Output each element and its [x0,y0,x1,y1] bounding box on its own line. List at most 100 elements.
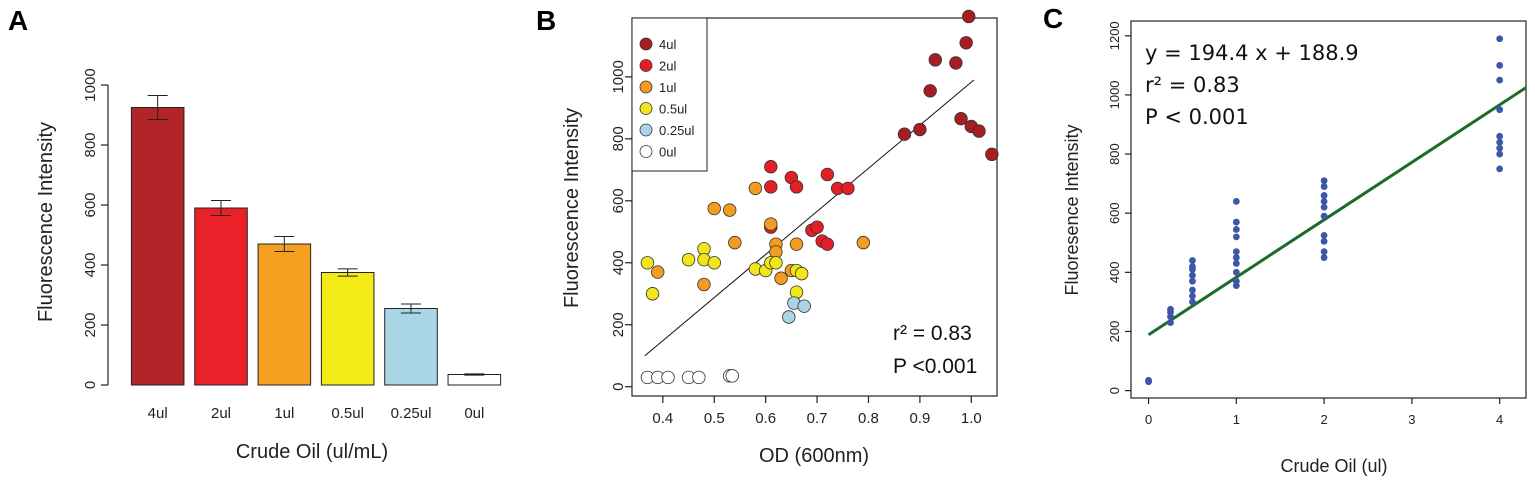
panel-c-point [1320,248,1328,256]
panel-b-points [640,9,999,385]
panel-c-point [1232,226,1240,233]
panel-c-point [1145,378,1152,386]
panel-c-point [1496,165,1504,173]
panel-c-point [1496,150,1504,158]
panel-b-axes: 0 200 400 600 800 1000 0.4 0.5 0.6 0.7 0.8 0.9 1.0 [610,60,982,427]
panel-a-y-tick-label: 1000 [82,68,99,101]
panel-c-point [1496,138,1504,146]
panel-c-point [1320,237,1328,245]
panel-a-bar [194,207,248,386]
panel-c-y-tick-label: 400 [1107,261,1122,283]
panel-b-point-1ul [722,203,737,217]
panel-b-point-4ul [954,111,968,126]
panel-b-point-0-5ul [707,256,721,270]
panel-a-y-axis-label: Fluorescence Intensity [35,122,57,322]
panel-b-legend-label: 1ul [659,80,676,95]
panel-a-letter: A [8,5,28,36]
panel-b-point-4ul [959,36,973,50]
panel-b-y-tick-label: 400 [610,250,627,275]
panel-a-category-label: 1ul [274,405,294,422]
panel-b-legend-label: 0ul [659,145,676,160]
panel-c-point [1496,132,1504,140]
panel-b-y-axis-label: Fluorescence Intensity [561,108,583,308]
panel-c-point [1496,144,1504,152]
panel-b-point-1ul [856,235,871,250]
panel-b-point-2ul [764,160,778,174]
panel-b-point-1ul [789,237,804,251]
panel-c-point [1320,203,1328,211]
panel-b-point-2ul [789,180,804,194]
panel-a-axes: 0 200 400 600 800 1000 [82,68,109,389]
panel-a-y-tick-label: 200 [82,312,99,337]
panel-c-letter: C [1043,3,1063,34]
panel-b-point-2ul [820,237,835,251]
panel-a-bars: 4ul 2ul 1ul 0.5ul 0.25ul 0ul [130,95,502,422]
panel-b-point-1ul [651,265,665,279]
panel-c-y-axis-label: Fluoresence Intensity [1062,124,1082,295]
panel-b-y-tick-label: 1000 [610,60,627,93]
panel-a-y-tick-label: 400 [82,252,99,277]
panel-c-point [1496,61,1504,69]
panel-b-point-1ul [707,201,721,216]
panel-c-point [1232,248,1240,256]
panel-a-bar [384,308,438,386]
panel-b-y-tick-label: 600 [610,188,627,213]
panel-b-point-1ul [774,271,788,285]
panel-b-letter: B [536,5,556,36]
panel-c-regression-line [1147,86,1527,337]
panel-c-point [1232,277,1240,285]
panel-a-y-tick-label: 800 [82,132,99,157]
panel-b-x-tick-label: 1.0 [961,410,982,427]
panel-c-fit-line [1147,86,1527,337]
panel-c-point [1496,35,1504,43]
panel-b-legend-label: 2ul [659,59,676,74]
panel-c-point [1189,257,1196,264]
panel-c-point [1320,212,1328,220]
panel-a-y-tick-label: 600 [82,192,99,217]
panel-b-legend-marker [639,59,653,72]
panel-c-axes: 0 200 400 600 800 1000 1200 0 1 2 3 4 [1107,21,1503,427]
panel-a-category-label: 0ul [464,405,484,422]
panel-b-y-tick-label: 200 [610,312,627,337]
panel-c-x-axis-label: Crude Oil (ul) [1280,456,1387,476]
panel-b-x-axis-label: OD (600nm) [759,445,869,467]
panel-b-point-2ul [820,167,835,182]
panel-b-point-4ul [972,124,986,138]
panel-b-legend-marker [639,145,653,158]
panel-c-x-tick-label: 0 [1145,412,1152,427]
panel-c-point [1189,277,1196,285]
panel-b-point-0-5ul [794,266,809,281]
panel-b-y-tick-label: 800 [610,126,627,151]
panel-c-point [1232,268,1240,276]
panel-c-point [1167,305,1174,313]
panel-b-point-4ul [928,53,943,67]
panel-c-point [1496,106,1504,114]
panel-c-point [1189,263,1196,270]
panel-b-point-0-5ul [640,256,655,270]
panel-c-point [1232,254,1240,261]
panel-b-point-0-5ul [645,287,660,301]
panel-a-y-tick-label: 0 [82,381,99,389]
panel-a-category-label: 4ul [148,405,168,422]
panel-c-point [1189,292,1196,300]
panel-b-point-0-5ul [681,252,696,267]
panel-b-legend-label: 4ul [659,37,676,52]
panel-c-point [1232,197,1240,205]
panel-c-plot-frame [1130,20,1527,399]
panel-b-point-4ul [897,127,912,141]
panel-c-point [1167,319,1174,326]
panel-b-point-1ul [748,181,763,196]
panel-b-x-tick-label: 0.6 [755,410,776,427]
panel-b-p-value: P <0.001 [893,355,977,378]
panel-b-point-4ul [962,9,976,24]
panel-a-category-label: 2ul [211,405,231,422]
panel-c-p-value: P < 0.001 [1145,105,1249,129]
panel-b-point-0ul [661,370,675,385]
panel-b-point-0ul [692,370,706,385]
panel-c-point [1320,197,1328,205]
panel-c-point [1320,192,1328,199]
panel-a-bar [447,374,502,386]
panel-c-point [1320,254,1328,261]
panel-b-legend-marker [639,37,653,51]
